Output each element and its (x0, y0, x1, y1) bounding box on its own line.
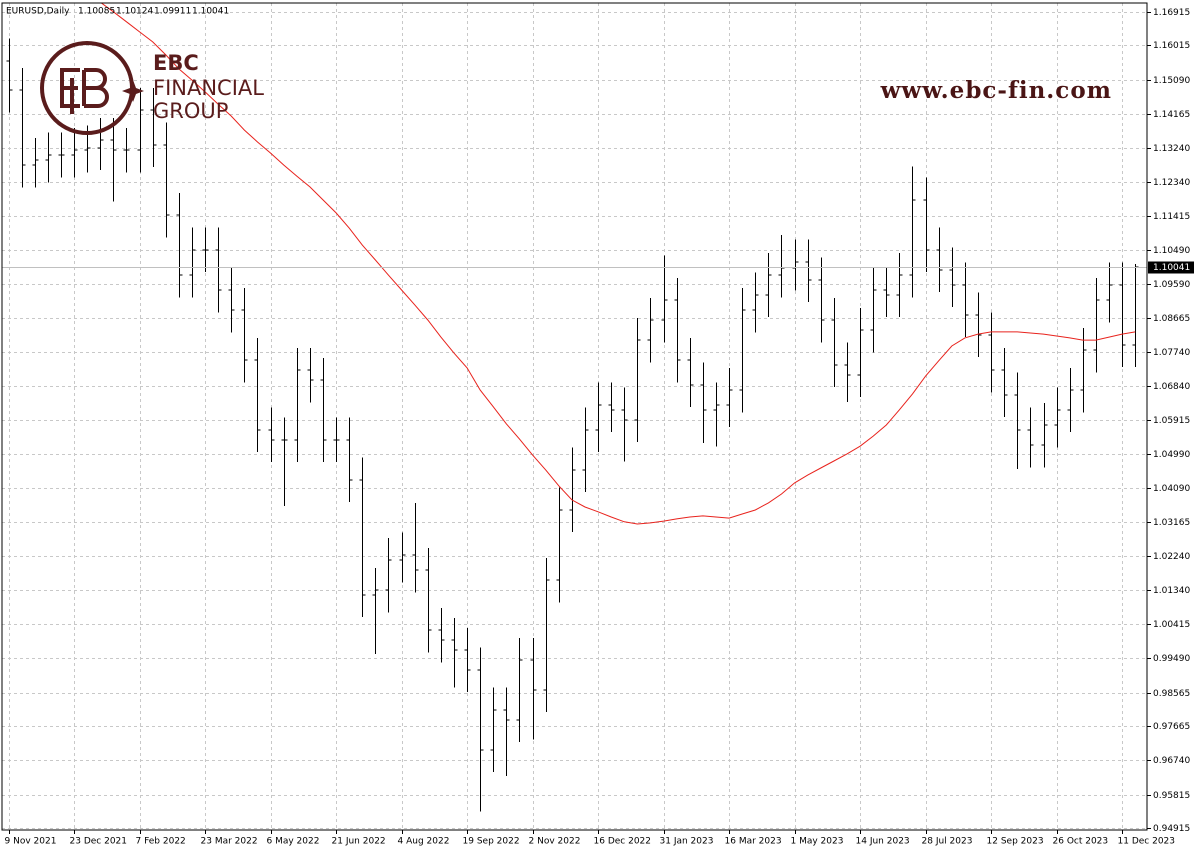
logo-line2: GROUP (153, 99, 228, 123)
x-tick-label: 7 Feb 2022 (136, 837, 186, 847)
y-tick-label: 1.09590 (1153, 280, 1190, 290)
x-tick-label: 1 May 2023 (791, 837, 844, 847)
logo: EBC FINANCIAL GROUP www.ebc-fin.com (40, 41, 1112, 135)
y-tick-label: 1.03165 (1153, 518, 1190, 528)
header-high: 1.10124 (116, 7, 153, 17)
y-tick-label: 1.13240 (1153, 144, 1190, 154)
logo-star (122, 80, 144, 102)
y-tick-label: 1.07740 (1153, 348, 1190, 358)
y-tick-label: 0.97665 (1153, 722, 1190, 732)
plot-frame (1, 2, 1148, 831)
y-tick-label: 1.02240 (1153, 552, 1190, 562)
x-tick-label: 16 Mar 2023 (725, 837, 782, 847)
y-tick-label: 1.08665 (1153, 314, 1190, 324)
symbol: EURUSD,Daily (6, 7, 70, 17)
x-tick-label: 2 Nov 2022 (529, 837, 581, 847)
x-tick-label: 9 Nov 2021 (5, 837, 57, 847)
y-tick-label: 1.16915 (1153, 8, 1190, 18)
x-tick-label: 31 Jan 2023 (660, 837, 714, 847)
y-tick-label: 1.14165 (1153, 110, 1190, 120)
y-tick-label: 1.12340 (1153, 178, 1190, 188)
y-tick-label: 1.15090 (1153, 76, 1190, 86)
x-tick-label: 26 Oct 2023 (1053, 837, 1109, 847)
y-tick-label: 1.11415 (1153, 212, 1190, 222)
logo-name: EBC (153, 51, 199, 75)
header-low: 1.09911 (154, 7, 191, 17)
x-tick-label: 23 Mar 2022 (201, 837, 258, 847)
x-tick-label: 4 Aug 2022 (398, 837, 450, 847)
logo-monogram (60, 68, 109, 114)
plot (2, 3, 1147, 812)
y-tick-label: 1.00415 (1153, 620, 1190, 630)
x-tick-label: 11 Dec 2023 (1118, 837, 1176, 847)
y-tick-label: 0.98565 (1153, 689, 1190, 699)
x-tick-label: 14 Jun 2023 (856, 837, 910, 847)
x-tick-label: 21 Jun 2022 (332, 837, 386, 847)
price-tag (1148, 261, 1194, 274)
grid (2, 3, 1147, 830)
x-tick-label: 23 Dec 2021 (70, 837, 128, 847)
y-tick-label: 1.06840 (1153, 382, 1190, 392)
y-tick-label: 1.04090 (1153, 484, 1190, 494)
y-tick-label: 0.96740 (1153, 756, 1190, 766)
y-tick-label: 1.10490 (1153, 246, 1190, 256)
x-tick-label: 19 Sep 2022 (463, 837, 520, 847)
y-tick-label: 0.99490 (1153, 654, 1190, 664)
y-tick-label: 1.01340 (1153, 586, 1190, 596)
logo-line1: FINANCIAL (153, 76, 264, 100)
header: EURUSD,Daily 1.10085 1.10124 1.09911 1.1… (6, 7, 229, 17)
y-tick-label: 1.05915 (1153, 416, 1190, 426)
y-tick-label: 1.16015 (1153, 41, 1190, 51)
x-tick-label: 12 Sep 2023 (987, 837, 1044, 847)
x-tick-label: 6 May 2022 (267, 837, 320, 847)
header-close: 1.10041 (192, 7, 229, 17)
header-open: 1.10085 (78, 7, 115, 17)
x-tick-label: 16 Dec 2022 (594, 837, 652, 847)
x-tick-label: 28 Jul 2023 (922, 837, 973, 847)
y-tick-label: 1.04990 (1153, 450, 1190, 460)
y-tick-label: 0.94915 (1153, 824, 1190, 834)
logo-url: www.ebc-fin.com (880, 77, 1112, 104)
moving-average (100, 3, 1136, 525)
price-tag-label: 1.10041 (1153, 263, 1190, 273)
y-tick-label: 0.95815 (1153, 791, 1190, 801)
